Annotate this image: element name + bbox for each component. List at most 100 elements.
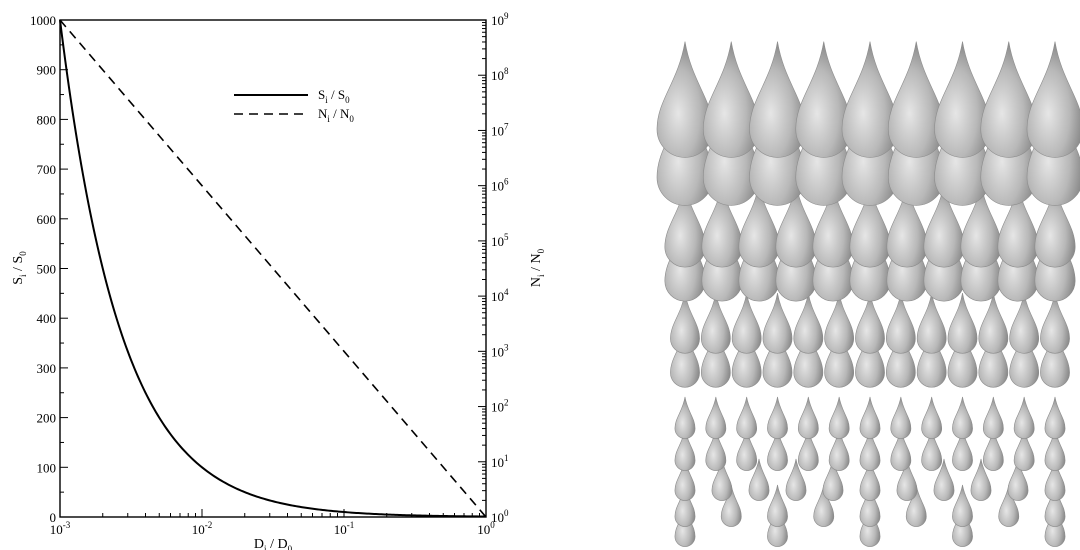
drop <box>670 327 700 388</box>
left-tick-label: 300 <box>37 361 57 376</box>
drop <box>885 327 916 388</box>
right-axis-ticks: 100 101 102 103 104 105 106 107 108 109 <box>478 11 509 525</box>
drop <box>886 183 928 268</box>
legend-label-n: Ni / N0 <box>318 106 354 124</box>
drop <box>982 396 1004 439</box>
right-tick-label: 109 <box>491 11 509 28</box>
drop <box>674 458 696 501</box>
plot-frame <box>59 19 487 518</box>
drop <box>797 428 819 471</box>
drop <box>982 428 1004 471</box>
drop <box>731 293 762 354</box>
left-axis-ticks: 0 100 200 300 400 500 600 700 800 900 1000 <box>30 13 68 525</box>
drop <box>998 484 1020 527</box>
drop <box>793 327 824 388</box>
drop <box>793 293 824 354</box>
drop <box>1040 293 1070 354</box>
drop <box>775 183 817 268</box>
drop <box>736 428 758 471</box>
right-tick-label: 104 <box>491 287 509 304</box>
right-tick-label: 102 <box>491 398 509 415</box>
left-tick-label: 1000 <box>30 13 56 28</box>
drop <box>762 293 793 354</box>
drop <box>813 484 835 527</box>
drop <box>1013 428 1035 471</box>
y-right-axis-title: Ni / N0 <box>529 248 546 287</box>
drop <box>748 458 770 501</box>
drop <box>952 396 973 439</box>
drop <box>890 428 912 471</box>
drop <box>1044 428 1066 471</box>
drop <box>795 41 853 158</box>
legend: Si / S0 Ni / N0 <box>234 87 354 124</box>
x-tick-label: 10-2 <box>192 520 213 537</box>
drop <box>1044 484 1066 527</box>
x-tick-label: 10-3 <box>50 520 71 537</box>
drop <box>849 183 891 268</box>
drop <box>859 458 881 501</box>
drop-array-illustration <box>656 41 1080 547</box>
drop <box>767 484 788 527</box>
drop <box>855 327 885 388</box>
left-tick-label: 700 <box>37 162 57 177</box>
drop <box>947 327 978 388</box>
drop <box>923 183 965 268</box>
right-tick-label: 106 <box>491 177 509 194</box>
left-tick-label: 0 <box>50 510 57 525</box>
drop <box>700 327 731 388</box>
drop <box>1013 396 1035 439</box>
right-tick-label: 101 <box>491 453 509 470</box>
drop <box>916 327 947 388</box>
x-axis-title: Di / D0 <box>254 537 293 550</box>
drop <box>978 293 1009 354</box>
x-tick-label: 10-1 <box>334 520 355 537</box>
left-tick-label: 900 <box>37 63 57 78</box>
series-line-s <box>59 19 487 518</box>
drop <box>785 458 807 501</box>
drop <box>701 183 743 268</box>
drop <box>970 458 992 501</box>
drop <box>980 41 1038 158</box>
drop <box>933 458 955 501</box>
drop <box>767 428 788 471</box>
drop <box>978 327 1009 388</box>
drop <box>916 293 947 354</box>
series-line-n <box>59 19 487 518</box>
series-layer <box>59 19 487 518</box>
left-tick-label: 100 <box>37 460 57 475</box>
drop <box>670 293 700 354</box>
drop <box>952 484 973 527</box>
drop <box>887 41 945 158</box>
drop <box>674 484 696 527</box>
x-axis-ticks: 10-3 10-2 10-1 100 <box>50 509 495 537</box>
drop <box>762 327 793 388</box>
drop <box>1007 458 1029 501</box>
drop <box>855 293 885 354</box>
drop <box>700 293 731 354</box>
drop <box>828 396 850 439</box>
drop <box>824 293 855 354</box>
drop <box>1009 293 1040 354</box>
left-tick-label: 500 <box>37 262 57 277</box>
x-tick-label: 100 <box>477 520 495 537</box>
drop <box>828 428 850 471</box>
drop <box>952 428 973 471</box>
left-tick-label: 200 <box>37 411 57 426</box>
drop <box>824 327 855 388</box>
drop <box>859 396 881 439</box>
right-tick-label: 108 <box>491 66 509 83</box>
drop <box>749 41 806 158</box>
right-tick-label: 100 <box>491 508 509 525</box>
left-tick-label: 800 <box>37 112 57 127</box>
drop <box>905 484 927 527</box>
drop <box>859 484 881 527</box>
drop <box>812 183 854 268</box>
drop <box>841 41 899 158</box>
drop <box>702 41 760 158</box>
drop <box>1040 327 1070 388</box>
drop <box>797 396 819 439</box>
drop <box>885 293 916 354</box>
drop <box>890 396 912 439</box>
right-tick-label: 107 <box>491 121 509 138</box>
